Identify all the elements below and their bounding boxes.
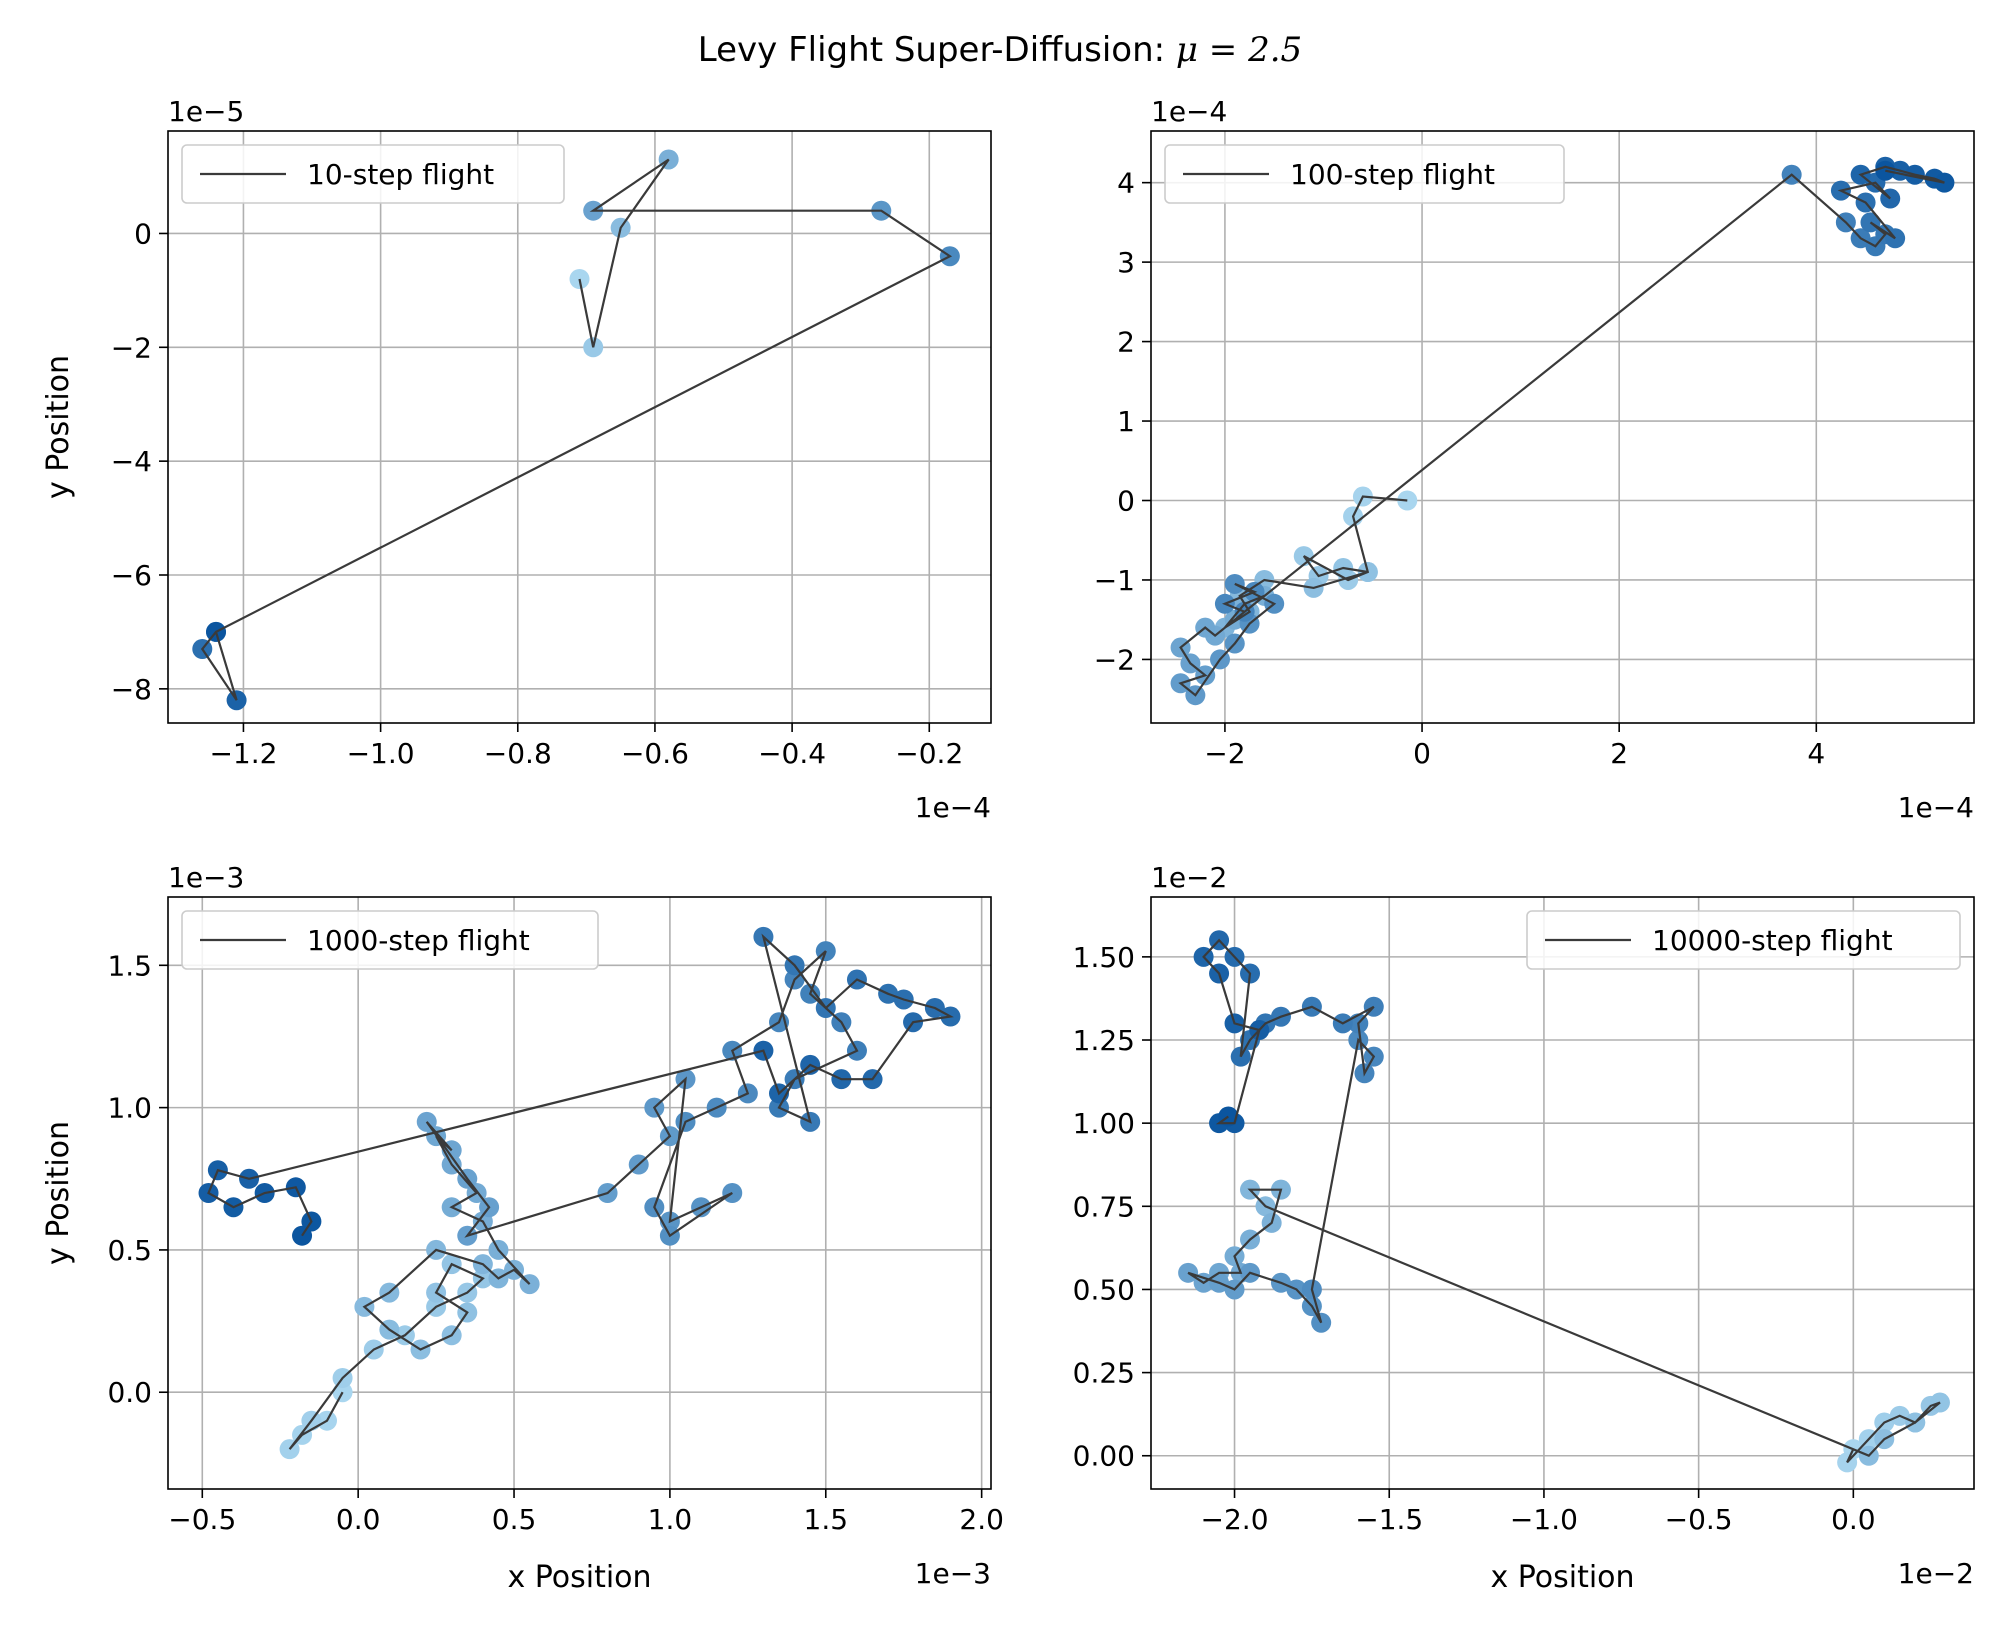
legend: 10000-step flight bbox=[1526, 910, 1961, 970]
y-offset-text: 1e−2 bbox=[1151, 861, 1227, 894]
flight-path-line bbox=[1178, 165, 1945, 697]
y-tick-label: −6 bbox=[111, 559, 152, 592]
legend-label: 100-step flight bbox=[1290, 158, 1495, 191]
legend-label: 10-step flight bbox=[307, 158, 494, 191]
x-tick-label: −2 bbox=[1204, 737, 1245, 770]
legend-box bbox=[1164, 144, 1565, 204]
x-tick-label: 4 bbox=[1807, 737, 1825, 770]
y-offset-text: 1e−5 bbox=[168, 95, 244, 128]
x-offset-text: 1e−4 bbox=[915, 791, 991, 824]
legend-label: 10000-step flight bbox=[1652, 924, 1893, 957]
x-tick-label: −0.6 bbox=[621, 737, 689, 770]
x-offset-text: 1e−2 bbox=[1898, 1557, 1974, 1590]
y-tick-label: 0.50 bbox=[1073, 1273, 1135, 1306]
y-tick-label: −4 bbox=[111, 445, 152, 478]
y-tick-label: 4 bbox=[1117, 167, 1135, 200]
y-tick-label: 1.0 bbox=[107, 1092, 152, 1125]
x-offset-text: 1e−4 bbox=[1898, 791, 1974, 824]
y-tick-label: −8 bbox=[111, 673, 152, 706]
subplot-1000-step: −0.5 0.0 0.5 1.0 1.5 2.0 0.0 0.5 1.0 1.5 1e−3 1e−3 x… bbox=[41, 861, 1004, 1595]
axes-frame bbox=[167, 896, 992, 1490]
legend: 1000-step flight bbox=[181, 910, 599, 970]
x-axis-label: x Position bbox=[507, 1560, 651, 1595]
y-tick-label: 1.00 bbox=[1073, 1107, 1135, 1140]
figure-title-text: Levy Flight Super-Diffusion: bbox=[697, 30, 1176, 70]
x-tick-label: −0.4 bbox=[758, 737, 826, 770]
x-tick-label: −1.0 bbox=[347, 737, 415, 770]
data-point bbox=[1218, 1106, 1239, 1127]
axes-frame bbox=[1150, 896, 1975, 1490]
x-tick-label: 0.0 bbox=[336, 1503, 381, 1536]
legend: 100-step flight bbox=[1164, 144, 1565, 204]
x-tick-label: −1.2 bbox=[209, 737, 277, 770]
legend-label: 1000-step flight bbox=[307, 924, 530, 957]
y-tick-label: 3 bbox=[1117, 246, 1135, 279]
axes-frame bbox=[167, 130, 992, 724]
y-tick-label: 0.00 bbox=[1073, 1440, 1135, 1473]
y-offset-text: 1e−4 bbox=[1151, 95, 1227, 128]
legend-box bbox=[181, 910, 599, 970]
data-layer bbox=[1170, 156, 1955, 706]
legend-box bbox=[181, 144, 565, 204]
y-tick-label: 2 bbox=[1117, 326, 1135, 359]
x-tick-label: 0.0 bbox=[1831, 1503, 1876, 1536]
x-tick-label: −0.2 bbox=[895, 737, 963, 770]
data-layer bbox=[1178, 930, 1950, 1473]
y-tick-label: 1.50 bbox=[1073, 941, 1135, 974]
y-tick-label: 0 bbox=[134, 217, 152, 250]
x-tick-label: 0.5 bbox=[492, 1503, 537, 1536]
y-tick-label: 0.75 bbox=[1073, 1190, 1135, 1223]
y-axis-label: y Position bbox=[41, 355, 76, 499]
legend-box bbox=[1526, 910, 1961, 970]
y-axis-label: y Position bbox=[41, 1121, 76, 1265]
flight-path-line bbox=[1187, 938, 1941, 1464]
x-tick-label: 2 bbox=[1610, 737, 1628, 770]
y-tick-label: 0 bbox=[1117, 485, 1135, 518]
y-tick-label: 0.25 bbox=[1073, 1357, 1135, 1390]
subplot-100-step: −2 0 2 4 −2 −1 0 1 2 3 4 1e−4 1e−4 100-step flight bbox=[1094, 95, 1975, 824]
x-offset-text: 1e−3 bbox=[915, 1557, 991, 1590]
y-tick-label: 1.25 bbox=[1073, 1024, 1135, 1057]
figure-title-math: μ = 2.5 bbox=[1175, 30, 1303, 70]
legend: 10-step flight bbox=[181, 144, 565, 204]
y-tick-label: 0.5 bbox=[107, 1234, 152, 1267]
y-tick-label: −2 bbox=[111, 331, 152, 364]
subplot-10-step: −1.2 −1.0 −0.8 −0.6 −0.4 −0.2 −8 −6 −4 −2 0 1e−5 1e−… bbox=[41, 95, 992, 824]
data-layer bbox=[192, 149, 960, 711]
axes-frame bbox=[1150, 130, 1975, 724]
data-layer bbox=[198, 926, 961, 1460]
y-tick-label: 1 bbox=[1117, 405, 1135, 438]
x-tick-label: −0.5 bbox=[1665, 1503, 1733, 1536]
x-tick-label: −2.0 bbox=[1201, 1503, 1269, 1536]
x-tick-label: −1.5 bbox=[1355, 1503, 1423, 1536]
x-tick-label: −0.5 bbox=[168, 1503, 236, 1536]
subplot-10000-step: −2.0 −1.5 −1.0 −0.5 0.0 0.00 0.25 0.50 0.75 1.00 1… bbox=[1073, 861, 1975, 1595]
x-tick-label: 0 bbox=[1413, 737, 1431, 770]
y-offset-text: 1e−3 bbox=[168, 861, 244, 894]
x-tick-label: 2.0 bbox=[959, 1503, 1004, 1536]
x-tick-label: −0.8 bbox=[484, 737, 552, 770]
y-tick-label: −2 bbox=[1094, 643, 1135, 676]
x-axis-label: x Position bbox=[1490, 1560, 1634, 1595]
flight-path-line bbox=[207, 933, 954, 1450]
y-tick-label: −1 bbox=[1094, 564, 1135, 597]
data-point bbox=[1875, 160, 1896, 181]
y-tick-label: 1.5 bbox=[107, 949, 152, 982]
figure-title: Levy Flight Super-Diffusion: μ = 2.5 bbox=[0, 30, 2000, 70]
x-tick-label: 1.0 bbox=[648, 1503, 693, 1536]
x-tick-label: 1.5 bbox=[804, 1503, 849, 1536]
flight-path-line bbox=[200, 158, 953, 701]
y-tick-label: 0.0 bbox=[107, 1376, 152, 1409]
x-tick-label: −1.0 bbox=[1510, 1503, 1578, 1536]
